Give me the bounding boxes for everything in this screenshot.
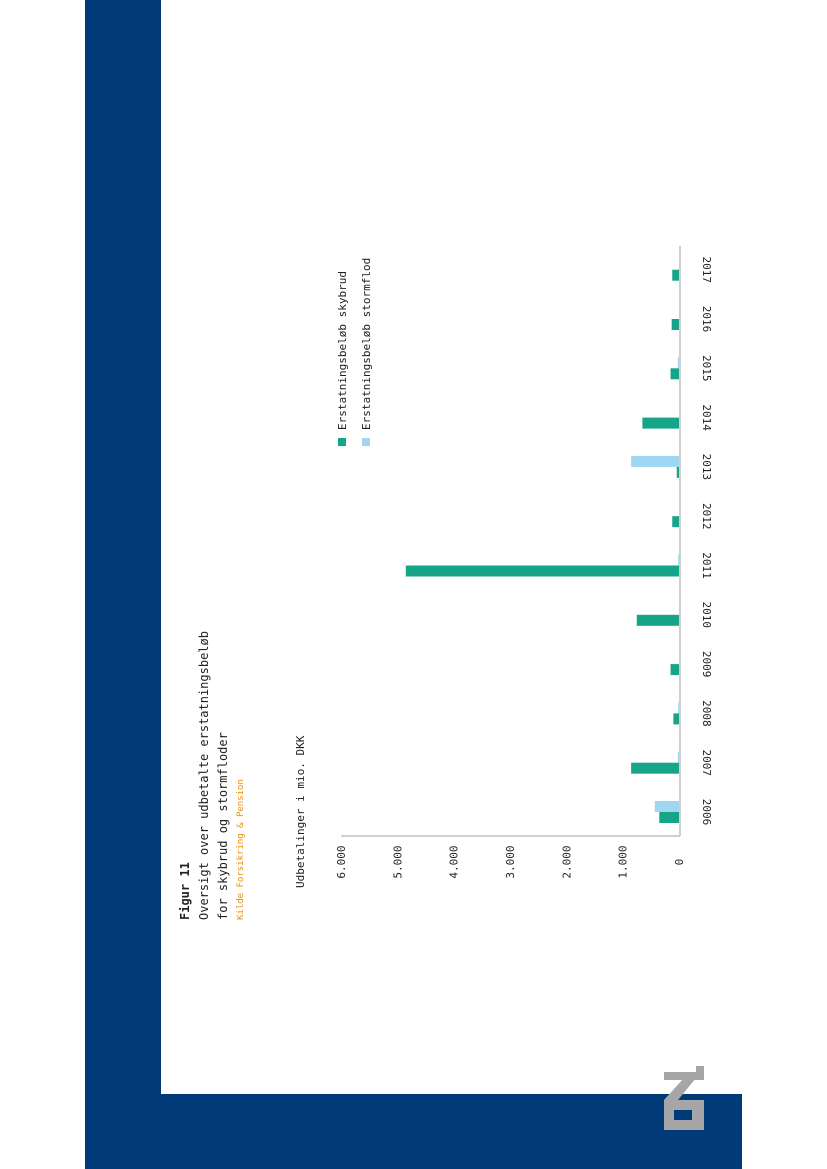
bar-skybrud-2016 — [671, 319, 679, 330]
category-label: 2015 — [700, 355, 713, 382]
category-label: 2006 — [700, 799, 713, 826]
bar-skybrud-2008 — [673, 713, 679, 725]
category-label: 2007 — [700, 749, 713, 776]
category-label: 2009 — [700, 651, 713, 678]
y-axis-label: Udbetalinger i mio. DKK — [294, 735, 307, 888]
bar-skybrud-2017 — [672, 269, 679, 281]
bar-skybrud-2015 — [670, 368, 679, 380]
category-label: 2012 — [700, 503, 713, 530]
bar-skybrud-2012 — [672, 516, 679, 528]
figure-title-line1: Oversigt over udbetalte erstatningsbeløb — [197, 631, 211, 920]
legend-label-stormflod: Erstatningsbeløb stormflod — [360, 258, 373, 430]
y-tick-label: 6.000 — [335, 845, 348, 878]
category-label: 2010 — [700, 602, 713, 629]
kl-logo-icon — [664, 1066, 704, 1130]
bar-skybrud-2013 — [676, 466, 679, 478]
y-tick-label: 3.000 — [504, 845, 517, 878]
y-tick-label: 2.000 — [560, 845, 573, 878]
bar-stormflod-2013 — [631, 455, 679, 467]
y-tick-label: 0 — [673, 859, 686, 866]
bar-skybrud-2014 — [642, 417, 679, 429]
y-tick-label: 1.000 — [617, 845, 630, 878]
bar-skybrud-2006 — [659, 812, 679, 823]
bar-skybrud-2011 — [405, 565, 679, 577]
category-label: 2016 — [700, 306, 713, 333]
figure-label: Figur 11 — [178, 862, 192, 920]
bar-stormflod-2015 — [677, 357, 679, 369]
category-label: 2011 — [700, 552, 713, 579]
bottom-brand-band — [85, 1094, 742, 1169]
category-label: 2008 — [700, 700, 713, 727]
bar-skybrud-2007 — [631, 762, 679, 774]
legend: Erstatningsbeløb skybrud Erstatningsbelø… — [336, 258, 373, 446]
bar-stormflod-2006 — [654, 801, 679, 812]
y-tick-label: 5.000 — [391, 845, 404, 878]
left-brand-band — [85, 0, 161, 1169]
bar-skybrud-2010 — [636, 614, 679, 626]
bar-stormflod-2007 — [677, 751, 679, 763]
bar-stormflod-2011 — [678, 554, 679, 566]
legend-swatch-skybrud — [338, 438, 346, 446]
category-label: 2014 — [700, 404, 713, 431]
category-label: 2013 — [700, 454, 713, 481]
category-label: 2017 — [700, 256, 713, 283]
bar-skybrud-2009 — [670, 664, 679, 676]
legend-swatch-stormflod — [362, 438, 370, 446]
y-tick-label: 4.000 — [448, 845, 461, 878]
figure-source: Kilde Forsikring & Pension — [236, 779, 246, 920]
legend-label-skybrud: Erstatningsbeløb skybrud — [336, 271, 349, 430]
figure-title-line2: for skybrud og stormfloder — [216, 732, 230, 920]
bar-stormflod-2008 — [678, 702, 679, 714]
